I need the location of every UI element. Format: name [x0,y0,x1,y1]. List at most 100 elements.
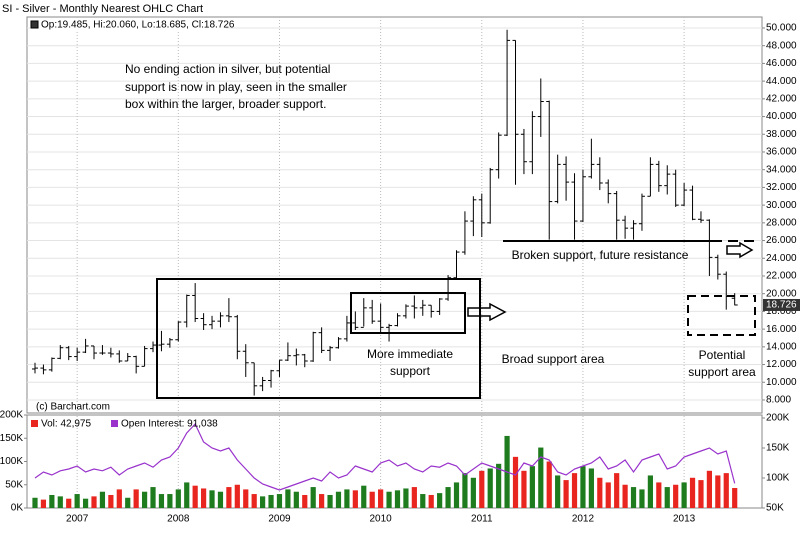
arrow [726,241,754,259]
volume-bar [133,489,139,508]
legend-swatch [30,20,39,29]
volume-bar [622,484,628,508]
volume-bar [673,484,679,508]
volume-bar [335,491,342,508]
credit: (c) Barchart.com [36,402,110,413]
volume-bar [260,496,266,508]
volume-bar [125,497,131,508]
annotation: Broad support area [502,352,605,366]
y-tick-label: 36.000 [766,147,797,158]
volume-bar [361,485,367,508]
volume-bar [588,468,594,508]
y-tick-label: 44.000 [766,76,797,87]
ohlc-legend: Op:19.485, Hi:20.060, Lo:18.685, Cl:18.7… [41,20,235,31]
annotation: support [390,364,431,378]
immediate-support-box [350,292,466,334]
volume-bar [251,494,257,508]
legend-swatch [111,420,118,427]
volume-bar [116,489,122,508]
volume-bar [479,470,485,508]
volume-bar [420,494,426,508]
last-price-box [763,298,800,311]
y-tick-label: 28.000 [766,217,797,228]
volume-bar [310,487,316,508]
volume-bar [82,498,89,508]
legend-label: Open Interest: 91,038 [121,419,218,430]
annotation: Broken support, future resistance [512,248,689,262]
y-tick-label: 24.000 [766,253,797,264]
volume-bar [681,482,687,508]
y-tick-label: 30.000 [766,200,797,211]
arrow [467,302,507,322]
volume-bar [664,487,670,508]
volume-bar [580,466,586,508]
volume-bar [32,497,38,508]
marks-layer [32,29,738,508]
volume-bar [462,473,468,508]
volume-bar [555,475,561,508]
volume-bar [563,480,569,508]
volume-bar [723,473,729,508]
volume-bar [639,489,645,508]
volume-bar [201,488,207,508]
volume-bar [614,473,620,508]
volume-bar [276,494,283,508]
volume-bar [74,494,80,508]
volume-bar [630,487,637,508]
volume-bar [49,494,55,508]
volume-bar [605,482,611,508]
y-tick-label: 26.000 [766,235,797,246]
volume-bar [571,473,578,508]
annotation: More immediate [367,347,453,361]
chart-title: SI - Silver - Monthly Nearest OHLC Chart [2,3,203,15]
volume-bar [40,499,47,508]
volume-bar [234,484,240,508]
y-tick-label: 16.000 [766,324,797,335]
volume-bar [158,494,165,508]
y-tick-label: 38.000 [766,129,797,140]
y2-tick-label: 200K [766,413,790,424]
volume-bar [319,494,325,508]
volume-bar [167,494,173,508]
volume-bar [184,482,190,508]
x-tick-label: 2009 [268,514,291,525]
price-panel [26,16,763,414]
volume-bar [327,494,333,508]
volume-bar [403,488,409,508]
volume-bar [66,498,72,508]
y-tick-label: 50K [5,479,23,490]
y-tick-label: 18.000 [766,306,797,317]
volume-bar [437,493,443,508]
x-tick-label: 2013 [673,514,696,525]
x-tick-label: 2007 [66,514,89,525]
y-tick-label: 34.000 [766,164,797,175]
y-tick-label: 46.000 [766,58,797,69]
x-tick-label: 2008 [167,514,190,525]
y-tick-label: 42.000 [766,93,797,104]
y-tick-label: 10.000 [766,377,797,388]
volume-bar [91,496,97,508]
y-tick-label: 0K [11,503,24,514]
y-tick-label: 32.000 [766,182,797,193]
volume-bar [647,475,653,508]
volume-bar [487,468,493,508]
volume-bar [715,475,721,508]
volume-bar [293,491,299,508]
volume-bar [175,489,181,508]
annotation: support is now in play, seen in the smal… [125,80,347,94]
volume-bar [108,494,114,508]
x-tick-label: 2011 [471,514,493,525]
y-tick-label: 14.000 [766,341,797,352]
volume-bar [378,489,384,508]
volume-bar [226,487,232,508]
volume-bar [344,489,350,508]
y2-tick-label: 150K [766,443,790,454]
volume-bar [217,491,224,508]
y-tick-label: 200K [0,410,23,421]
volume-bar [57,496,63,508]
y2-tick-label: 50K [766,503,784,514]
volume-bar [689,477,696,508]
open-interest-line [34,422,736,491]
